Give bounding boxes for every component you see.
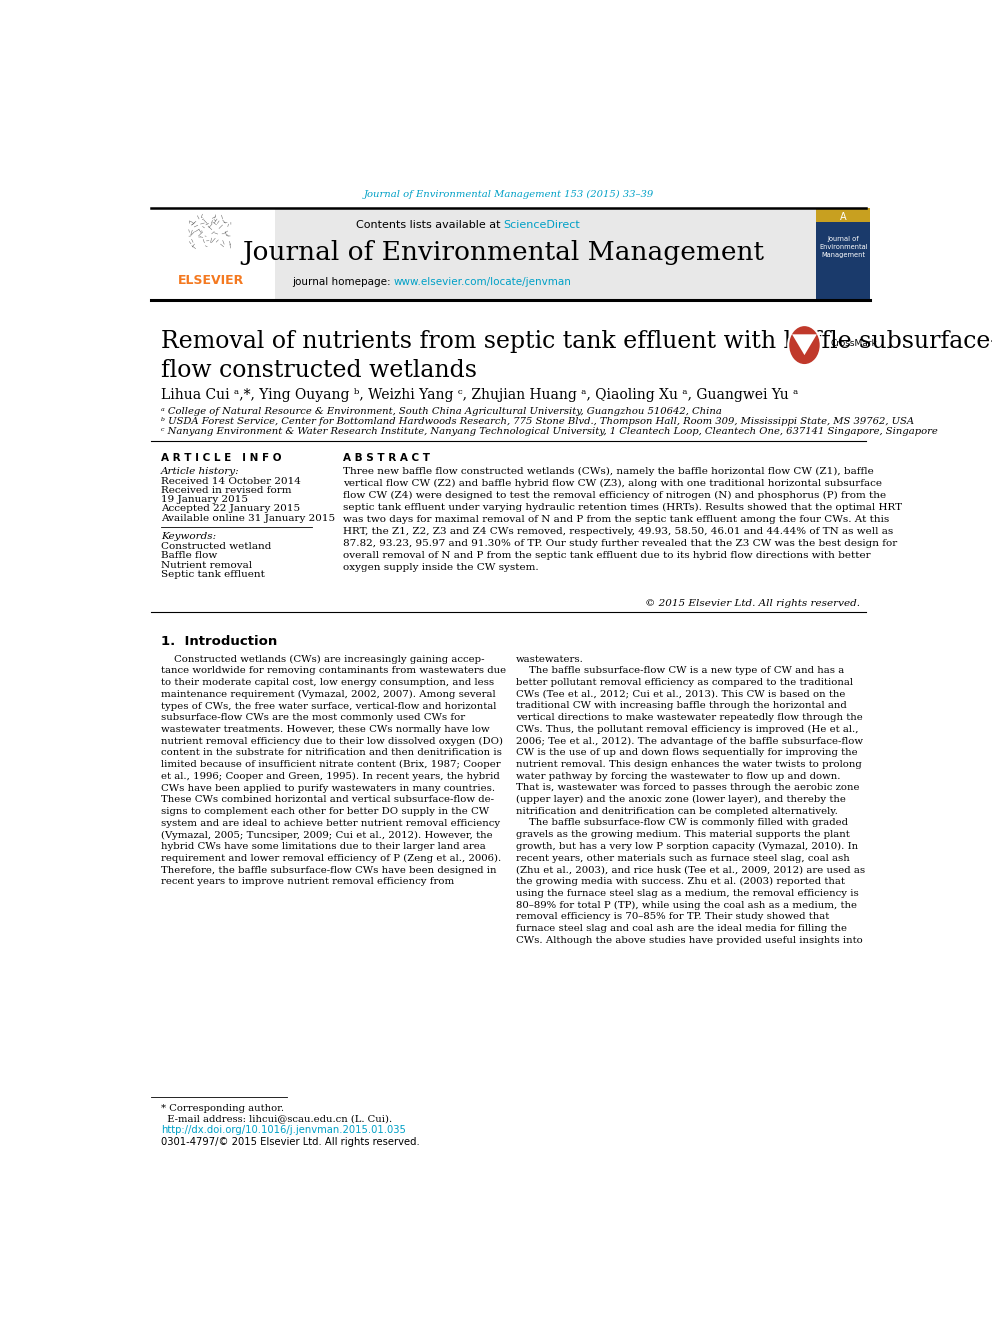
Text: Removal of nutrients from septic tank effluent with baffle subsurface-
flow cons: Removal of nutrients from septic tank ef… xyxy=(161,329,992,382)
Text: Accepted 22 January 2015: Accepted 22 January 2015 xyxy=(161,504,301,513)
Text: A: A xyxy=(840,212,846,222)
Text: Contents lists available at: Contents lists available at xyxy=(356,220,504,230)
Text: http://dx.doi.org/10.1016/j.jenvman.2015.01.035: http://dx.doi.org/10.1016/j.jenvman.2015… xyxy=(161,1125,406,1135)
Text: Keywords:: Keywords: xyxy=(161,532,216,541)
Polygon shape xyxy=(792,335,816,355)
Text: ᵃ College of Natural Resource & Environment, South China Agricultural University: ᵃ College of Natural Resource & Environm… xyxy=(161,407,722,417)
Text: www.elsevier.com/locate/jenvman: www.elsevier.com/locate/jenvman xyxy=(394,277,571,287)
Text: A B S T R A C T: A B S T R A C T xyxy=(342,452,430,463)
Text: Received 14 October 2014: Received 14 October 2014 xyxy=(161,476,302,486)
Text: Journal of Environmental Management: Journal of Environmental Management xyxy=(243,241,765,265)
Text: journal homepage:: journal homepage: xyxy=(292,277,394,287)
Bar xyxy=(151,208,816,299)
Text: Article history:: Article history: xyxy=(161,467,240,476)
Bar xyxy=(816,208,870,222)
Text: Journal of
Environmental
Management: Journal of Environmental Management xyxy=(818,237,868,258)
Text: Available online 31 January 2015: Available online 31 January 2015 xyxy=(161,513,335,523)
Text: Septic tank effluent: Septic tank effluent xyxy=(161,570,265,579)
Text: ScienceDirect: ScienceDirect xyxy=(504,220,580,230)
Text: ᵇ USDA Forest Service, Center for Bottomland Hardwoods Research, 775 Stone Blvd.: ᵇ USDA Forest Service, Center for Bottom… xyxy=(161,418,915,426)
Text: 1.  Introduction: 1. Introduction xyxy=(161,635,278,648)
Text: Baffle flow: Baffle flow xyxy=(161,552,217,561)
Text: ELSEVIER: ELSEVIER xyxy=(178,274,244,287)
Text: Three new baffle flow constructed wetlands (CWs), namely the baffle horizontal f: Three new baffle flow constructed wetlan… xyxy=(342,467,902,572)
Text: Nutrient removal: Nutrient removal xyxy=(161,561,252,570)
Text: A R T I C L E   I N F O: A R T I C L E I N F O xyxy=(161,452,282,463)
Text: * Corresponding author.
  E-mail address: lihcui@scau.edu.cn (L. Cui).: * Corresponding author. E-mail address: … xyxy=(161,1105,392,1123)
Text: © 2015 Elsevier Ltd. All rights reserved.: © 2015 Elsevier Ltd. All rights reserved… xyxy=(645,599,860,609)
Text: Constructed wetland: Constructed wetland xyxy=(161,542,272,552)
Text: 0301-4797/© 2015 Elsevier Ltd. All rights reserved.: 0301-4797/© 2015 Elsevier Ltd. All right… xyxy=(161,1136,420,1147)
Text: 19 January 2015: 19 January 2015 xyxy=(161,495,248,504)
Ellipse shape xyxy=(789,325,820,365)
Text: ᶜ Nanyang Environment & Water Research Institute, Nanyang Technological Universi: ᶜ Nanyang Environment & Water Research I… xyxy=(161,427,938,437)
Text: Constructed wetlands (CWs) are increasingly gaining accep-
tance worldwide for r: Constructed wetlands (CWs) are increasin… xyxy=(161,655,506,886)
Text: CrossMark: CrossMark xyxy=(831,339,878,348)
Text: wastewaters.
    The baffle subsurface-flow CW is a new type of CW and has a
bet: wastewaters. The baffle subsurface-flow … xyxy=(516,655,865,945)
Bar xyxy=(151,208,275,299)
Text: Journal of Environmental Management 153 (2015) 33–39: Journal of Environmental Management 153 … xyxy=(363,189,654,198)
Text: Received in revised form: Received in revised form xyxy=(161,486,292,495)
Bar xyxy=(816,208,870,299)
Text: Lihua Cui ᵃ,*, Ying Ouyang ᵇ, Weizhi Yang ᶜ, Zhujian Huang ᵃ, Qiaoling Xu ᵃ, Gua: Lihua Cui ᵃ,*, Ying Ouyang ᵇ, Weizhi Yan… xyxy=(161,388,799,402)
